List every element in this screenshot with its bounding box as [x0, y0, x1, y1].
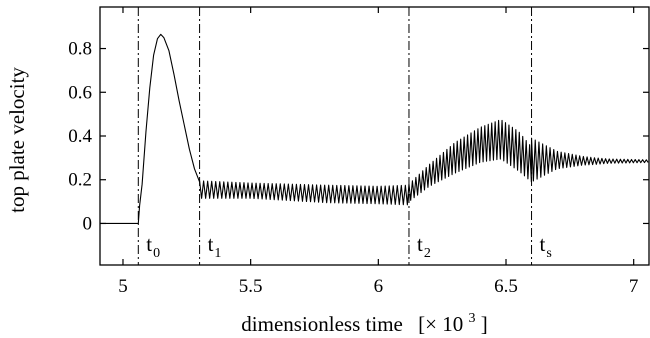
x-tick-label: 7 [629, 276, 639, 297]
marker-label-t0: t0 [146, 232, 160, 261]
series-line-0 [100, 33, 649, 225]
marker-label-t1: t1 [208, 232, 222, 261]
marker-label-ts: ts [540, 232, 552, 261]
y-tick-label: 0.4 [68, 126, 92, 147]
marker-label-base: t [146, 232, 152, 256]
y-tick-label: 0.6 [68, 82, 92, 103]
x-axis-label-unit: [× 10 [418, 312, 463, 336]
marker-label-base: t [540, 232, 546, 256]
x-axis-label-text: dimensionless time [241, 312, 403, 336]
marker-label-sub: 1 [214, 246, 221, 261]
x-axis-label-unit-exponent: 3 [468, 311, 475, 326]
plot-frame [99, 6, 650, 266]
marker-label-sub: s [546, 246, 551, 261]
y-tick-label: 0 [83, 213, 93, 234]
y-tick-label: 0.8 [68, 39, 92, 60]
x-tick-label: 5 [118, 276, 128, 297]
x-axis-label: dimensionless time [× 10 3 ] [241, 303, 487, 336]
marker-label-base: t [208, 232, 214, 256]
marker-label-base: t [417, 232, 423, 256]
y-axis-label: top plate velocity [5, 67, 29, 213]
x-tick-label: 6 [374, 276, 384, 297]
marker-label-sub: 0 [153, 246, 160, 261]
marker-label-t2: t2 [417, 232, 431, 261]
axis-ticks: 5 5.5 6 6.5 7 0 0.2 0.4 0.6 0.8 [68, 7, 649, 297]
x-tick-label: 6.5 [494, 276, 518, 297]
x-tick-label: 5.5 [239, 276, 263, 297]
marker-label-sub: 2 [424, 246, 431, 261]
y-tick-label: 0.2 [68, 170, 92, 191]
x-axis-label-unit-close: ] [481, 312, 488, 336]
time-markers: t0 t1 t2 ts [137, 7, 552, 265]
plot-data-layer [100, 33, 649, 225]
